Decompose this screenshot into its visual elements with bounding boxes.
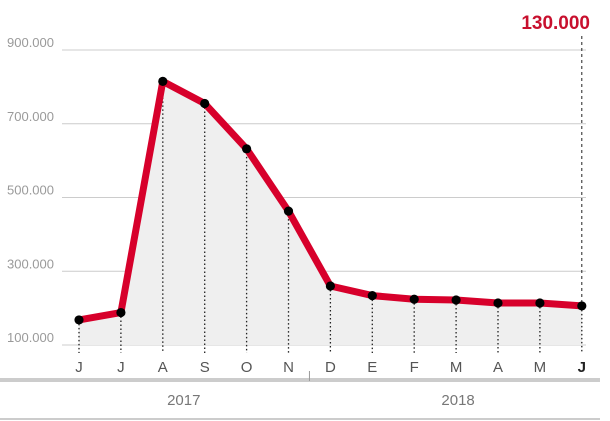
data-point — [283, 206, 294, 216]
y-tick-label: 100.000 — [7, 330, 54, 345]
data-point — [325, 281, 335, 291]
y-tick-label: 700.000 — [7, 109, 54, 124]
drop-lines — [78, 81, 583, 353]
y-tick-label: 900.000 — [7, 35, 54, 50]
x-tick-label: N — [283, 359, 294, 376]
x-tick-label: J — [578, 359, 586, 376]
data-point — [242, 144, 252, 154]
year-labels: 2017 2018 — [167, 392, 475, 409]
x-tick-label: S — [200, 359, 210, 376]
x-tick-label: D — [325, 359, 336, 376]
data-point — [200, 98, 210, 109]
data-point — [535, 298, 545, 308]
y-tick-label: 500.000 — [7, 183, 54, 198]
x-tick-label: J — [75, 359, 83, 376]
year-label: 2018 — [441, 392, 474, 409]
callout-value-label: 130.000 — [521, 13, 590, 34]
x-tick-label: A — [158, 359, 168, 376]
data-point-markers — [74, 76, 587, 325]
data-point — [577, 301, 587, 311]
x-tick-label: F — [410, 359, 419, 376]
y-tick-labels: 100.000 300.000 500.000 700.000 900.000 — [7, 35, 54, 345]
data-point — [367, 290, 377, 301]
x-tick-label: M — [534, 359, 547, 376]
area-fill — [79, 81, 582, 345]
x-tick-label: O — [241, 359, 253, 376]
x-tick-label: A — [493, 359, 503, 376]
x-tick-label: J — [117, 359, 125, 376]
data-point — [451, 295, 461, 305]
data-point — [493, 298, 503, 308]
year-label: 2017 — [167, 392, 200, 409]
y-tick-label: 300.000 — [7, 256, 54, 271]
x-tick-label: M — [450, 359, 463, 376]
data-point — [74, 315, 84, 325]
x-tick-label: E — [367, 359, 377, 376]
data-point — [158, 76, 168, 86]
data-point — [116, 307, 126, 318]
data-point — [409, 294, 419, 304]
